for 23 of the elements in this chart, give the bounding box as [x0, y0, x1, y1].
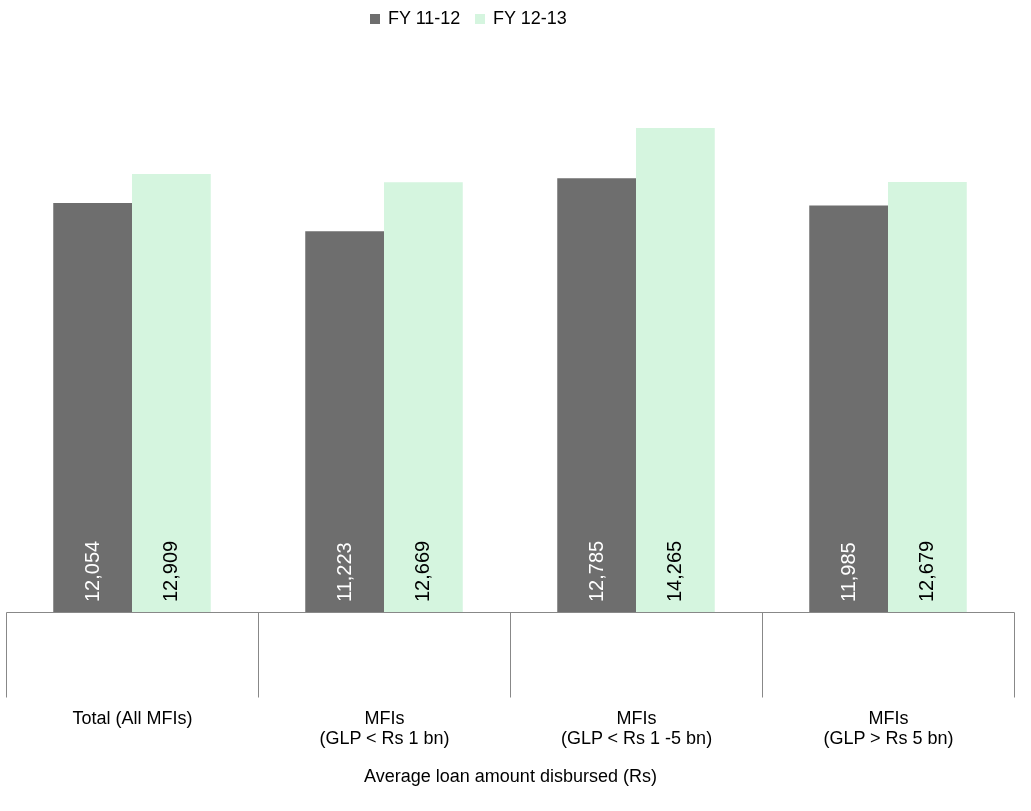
legend-label: FY 11-12: [388, 8, 461, 28]
bar: [132, 174, 211, 612]
bar: [636, 128, 715, 612]
bar: [53, 203, 132, 612]
x-tick-label: Total (All MFIs): [72, 707, 193, 728]
bar: [809, 205, 888, 612]
x-tick-label: MFIs (GLP < Rs 1 bn): [319, 707, 450, 748]
legend-label: FY 12-13: [493, 8, 567, 28]
bar: [888, 181, 967, 612]
data-label: 12,054: [80, 540, 103, 602]
data-label: 12,679: [915, 540, 938, 602]
x-tick-label: MFIs (GLP < Rs 1 -5 bn): [560, 707, 713, 748]
data-label: 11,985: [836, 542, 859, 602]
data-label: 12,785: [584, 540, 607, 602]
data-label: 12,909: [159, 540, 182, 602]
bar: [305, 231, 384, 612]
data-label: 12,669: [411, 540, 434, 602]
x-tick-label: MFIs (GLP > Rs 5 bn): [823, 707, 954, 748]
data-label: 14,265: [663, 540, 686, 602]
bar: [384, 182, 463, 612]
bar: [557, 178, 636, 612]
x-axis-title: Average loan amount disbursed (Rs): [364, 765, 657, 786]
data-label: 11,223: [332, 542, 355, 602]
